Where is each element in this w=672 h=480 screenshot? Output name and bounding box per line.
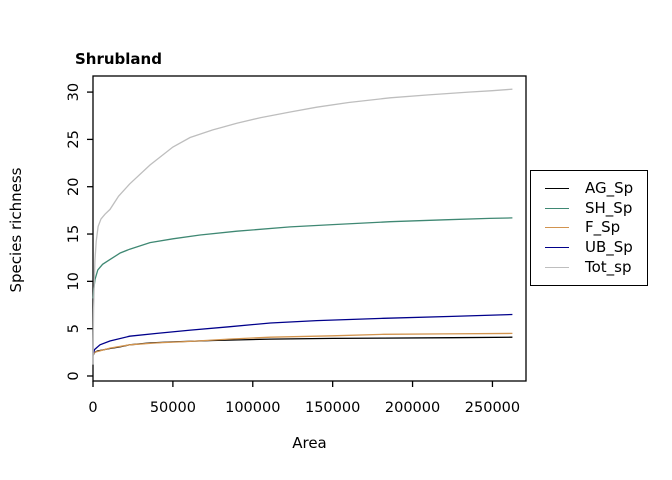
legend-line-icon [545,266,569,268]
legend-label: F_Sp [585,218,621,237]
y-tick-label: 20 [66,177,82,195]
x-tick-label: 0 [88,400,97,416]
x-axis-title: Area [292,434,327,452]
series-line-F_Sp [92,332,513,355]
legend-item-UB_Sp: UB_Sp [531,238,647,258]
legend-label: UB_Sp [585,238,633,257]
legend-item-SH_Sp: SH_Sp [531,199,647,219]
legend-item-Tot_sp: Tot_sp [531,257,647,277]
y-tick-label: 30 [66,83,82,101]
series-line-Tot_sp [92,88,513,365]
y-tick-label: 25 [66,130,82,148]
y-tick-label: 0 [66,371,82,380]
x-tick-label: 200000 [385,400,440,416]
x-tick-label: 50000 [150,400,196,416]
y-tick-label: 15 [66,225,82,243]
legend: AG_Sp SH_Sp F_Sp UB_Sp Tot_sp [530,170,648,286]
legend-label: AG_Sp [585,179,634,198]
plot-box [92,75,527,382]
legend-item-F_Sp: F_Sp [531,218,647,238]
x-tick-label: 150000 [305,400,360,416]
x-tick-label: 100000 [225,400,280,416]
legend-line-icon [545,247,569,249]
y-axis-title: Species richness [7,167,25,293]
series-line-UB_Sp [92,313,513,354]
legend-line-icon [545,227,569,229]
series-line-SH_Sp [92,217,513,299]
x-tick-label: 250000 [465,400,520,416]
y-tick-label: 10 [66,272,82,290]
chart-title: Shrubland [75,50,162,68]
legend-line-icon [545,207,569,209]
y-tick-label: 5 [66,324,82,333]
legend-line-icon [545,188,569,190]
series-line-AG_Sp [92,336,513,356]
legend-item-AG_Sp: AG_Sp [531,179,647,199]
legend-label: Tot_sp [585,257,632,276]
legend-label: SH_Sp [585,198,633,217]
